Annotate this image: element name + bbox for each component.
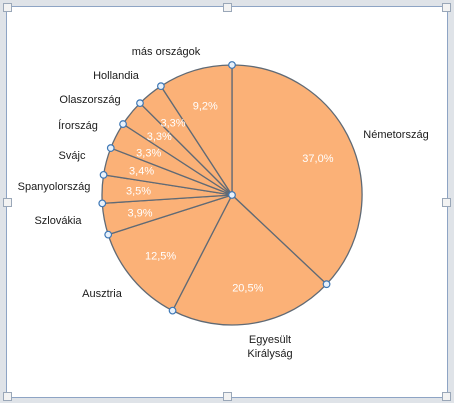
category-label-nemetorszag: Németország [363, 129, 428, 141]
category-label-svajc: Svájc [59, 150, 86, 162]
pie-slice-nemetorszag[interactable] [231, 64, 363, 286]
data-label-svajc: 3,4% [129, 166, 154, 178]
data-label-ausztria: 12,5% [145, 251, 176, 263]
selection-marker[interactable] [119, 120, 127, 128]
selection-marker[interactable] [322, 280, 331, 289]
category-label-hollandia: Hollandia [93, 70, 140, 82]
pie-slice-ausztria[interactable] [107, 193, 234, 312]
selection-marker[interactable] [104, 230, 113, 239]
category-label-spanyolorszag: Spanyolország [18, 181, 91, 193]
resize-handle-bottom-right[interactable] [442, 392, 451, 401]
category-label-mas-orszagok: más országok [132, 46, 201, 58]
selection-marker[interactable] [106, 144, 115, 152]
selection-marker[interactable] [136, 99, 144, 108]
data-label-spanyolorszag: 3,5% [126, 186, 151, 198]
selection-marker-center[interactable] [228, 191, 236, 199]
pie-labels: 37,0% Németország 20,5% Egyesült Királyság 12… [18, 46, 429, 360]
selection-marker[interactable] [99, 170, 108, 179]
selection-marker[interactable] [98, 199, 107, 208]
resize-handle-left[interactable] [3, 198, 12, 207]
category-label-szlovakia: Szlovákia [34, 215, 82, 227]
resize-handle-top[interactable] [223, 3, 232, 12]
selection-markers [98, 61, 331, 315]
category-label-ausztria: Ausztria [82, 288, 123, 300]
data-label-nemetorszag: 37,0% [302, 153, 333, 165]
data-label-szlovakia: 3,9% [127, 207, 152, 219]
resize-handle-top-right[interactable] [442, 3, 451, 12]
category-label-irorszag: Írország [58, 119, 98, 132]
selection-marker[interactable] [168, 306, 177, 315]
data-label-irorszag: 3,3% [136, 147, 161, 159]
resize-handle-bottom-left[interactable] [3, 392, 12, 401]
data-label-mas-orszagok: 9,2% [193, 100, 218, 112]
category-label-olaszorszag: Olaszország [59, 94, 120, 106]
selection-marker[interactable] [228, 61, 236, 69]
resize-handle-top-left[interactable] [3, 3, 12, 12]
category-label-egyesult-kiralysag: Egyesült Királyság [247, 334, 292, 360]
data-label-egyesult-kiralysag: 20,5% [232, 282, 263, 294]
data-label-hollandia: 3,3% [160, 117, 185, 129]
resize-handle-bottom[interactable] [223, 392, 232, 401]
data-label-olaszorszag: 3,3% [147, 131, 172, 143]
selection-marker[interactable] [157, 82, 165, 91]
pie-slice-egyesult-kiralysag[interactable] [171, 193, 328, 326]
resize-handle-right[interactable] [442, 198, 451, 207]
